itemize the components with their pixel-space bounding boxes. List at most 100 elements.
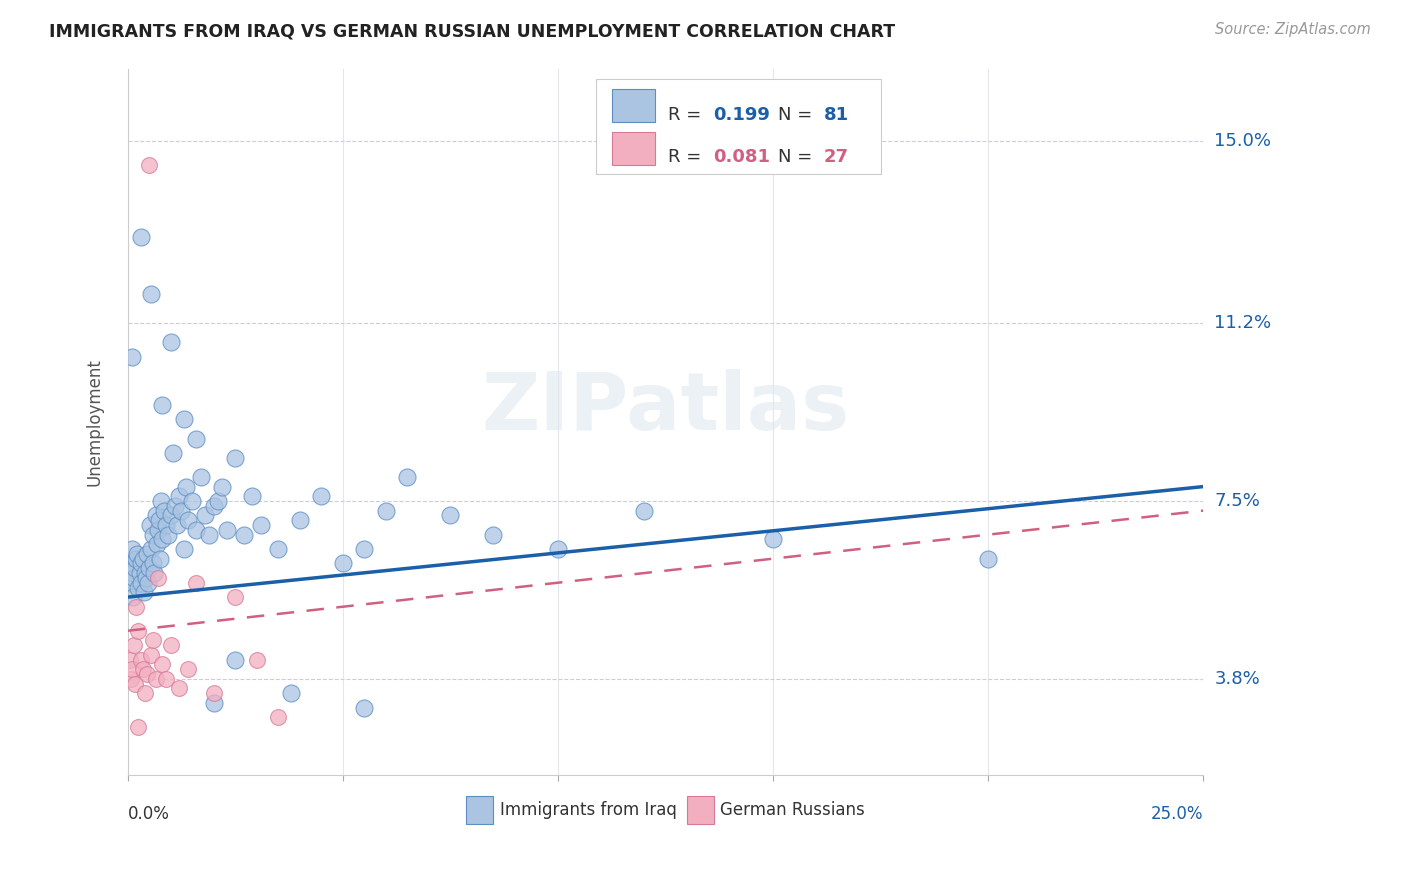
Point <box>138 561 160 575</box>
Point <box>136 547 159 561</box>
Point <box>170 503 193 517</box>
Point <box>633 503 655 517</box>
Point <box>124 561 146 575</box>
Point <box>148 513 170 527</box>
Point <box>134 566 156 580</box>
Point <box>150 533 173 547</box>
Bar <box>612 132 655 165</box>
Point <box>267 710 290 724</box>
Point <box>186 575 208 590</box>
Point <box>396 470 419 484</box>
Point <box>159 335 181 350</box>
Point <box>242 489 264 503</box>
Text: 0.081: 0.081 <box>713 148 769 166</box>
Point <box>136 667 159 681</box>
Point <box>166 518 188 533</box>
Point <box>131 551 153 566</box>
Text: 0.199: 0.199 <box>713 106 769 124</box>
Point <box>131 662 153 676</box>
Point <box>131 557 153 571</box>
Point <box>122 590 145 604</box>
Text: 81: 81 <box>824 106 849 124</box>
Point <box>159 638 181 652</box>
Point <box>224 590 246 604</box>
Y-axis label: Unemployment: Unemployment <box>86 358 103 485</box>
Point <box>121 566 143 580</box>
Point <box>198 527 221 541</box>
Point <box>155 672 177 686</box>
Point <box>177 513 200 527</box>
Point <box>141 542 163 557</box>
Point <box>211 480 233 494</box>
Point <box>174 480 197 494</box>
Point <box>125 599 148 614</box>
Point <box>202 696 225 710</box>
Text: 7.5%: 7.5% <box>1215 492 1260 510</box>
Point <box>163 499 186 513</box>
Bar <box>688 797 714 824</box>
Point <box>120 672 142 686</box>
Point <box>224 652 246 666</box>
Point <box>129 652 152 666</box>
Point <box>181 494 204 508</box>
Point <box>288 513 311 527</box>
Point <box>186 432 208 446</box>
Point <box>167 681 190 696</box>
Point <box>134 686 156 700</box>
Point <box>122 638 145 652</box>
Text: 15.0%: 15.0% <box>1215 132 1271 150</box>
Point <box>173 412 195 426</box>
Point <box>121 542 143 557</box>
Point <box>142 633 165 648</box>
Point <box>353 700 375 714</box>
Point <box>374 503 396 517</box>
FancyBboxPatch shape <box>596 79 880 175</box>
Point <box>121 662 143 676</box>
Point <box>127 720 149 734</box>
Point <box>159 508 181 523</box>
Text: Immigrants from Iraq: Immigrants from Iraq <box>499 801 676 819</box>
Point <box>224 450 246 465</box>
Point <box>762 533 785 547</box>
Point <box>139 518 162 533</box>
Point <box>267 542 290 557</box>
Bar <box>612 89 655 122</box>
Bar <box>467 797 494 824</box>
Point <box>202 499 225 513</box>
Point <box>132 585 155 599</box>
Point <box>207 494 229 508</box>
Point <box>149 551 172 566</box>
Text: Source: ZipAtlas.com: Source: ZipAtlas.com <box>1215 22 1371 37</box>
Point <box>143 566 166 580</box>
Point <box>141 648 163 662</box>
Point <box>246 652 269 666</box>
Point <box>332 557 354 571</box>
Point <box>194 508 217 523</box>
Point <box>118 652 141 666</box>
Point <box>146 537 169 551</box>
Point <box>135 571 157 585</box>
Point <box>173 542 195 557</box>
Point <box>153 503 176 517</box>
Point <box>190 470 212 484</box>
Point <box>129 575 152 590</box>
Point <box>118 557 141 571</box>
Point <box>128 566 150 580</box>
Text: IMMIGRANTS FROM IRAQ VS GERMAN RUSSIAN UNEMPLOYMENT CORRELATION CHART: IMMIGRANTS FROM IRAQ VS GERMAN RUSSIAN U… <box>49 22 896 40</box>
Point <box>353 542 375 557</box>
Point <box>141 287 163 301</box>
Point <box>146 523 169 537</box>
Text: N =: N = <box>779 106 818 124</box>
Point <box>167 489 190 503</box>
Point <box>120 575 142 590</box>
Point <box>121 350 143 364</box>
Point <box>127 581 149 595</box>
Point <box>146 571 169 585</box>
Point <box>439 508 461 523</box>
Text: 27: 27 <box>824 148 849 166</box>
Point <box>215 523 238 537</box>
Point <box>150 494 173 508</box>
Point <box>124 676 146 690</box>
Point <box>122 571 145 585</box>
Point <box>177 662 200 676</box>
